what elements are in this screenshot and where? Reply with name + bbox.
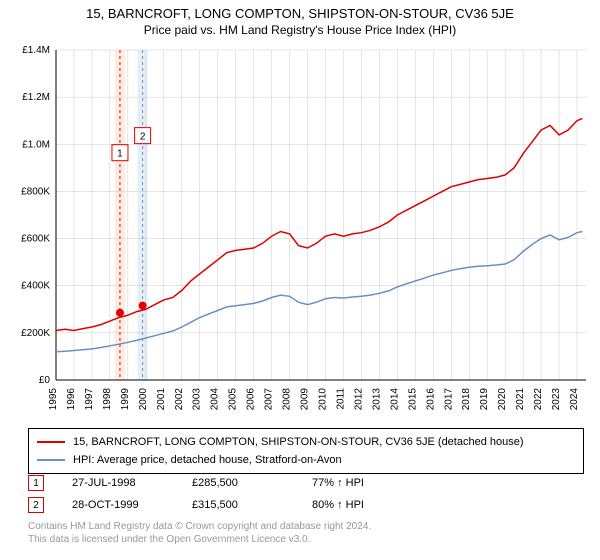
y-tick-label: £600K — [21, 234, 50, 245]
marker-table-row: 1 27-JUL-1998£285,50077% ↑ HPI — [28, 472, 584, 494]
x-tick-label: 1998 — [102, 388, 113, 411]
marker-date: 28-OCT-1999 — [72, 499, 192, 511]
x-tick-label: 2007 — [264, 388, 275, 411]
chart-container: 15, BARNCROFT, LONG COMPTON, SHIPSTON-ON… — [0, 0, 600, 560]
x-tick-label: 2021 — [515, 388, 526, 411]
marker-pct: 77% ↑ HPI — [312, 477, 432, 489]
sale-marker-num: 1 — [117, 149, 123, 160]
x-tick-label: 2006 — [246, 388, 257, 411]
x-tick-label: 2010 — [317, 388, 328, 411]
x-tick-label: 2008 — [282, 388, 293, 411]
x-tick-label: 2015 — [407, 388, 418, 411]
sale-dot — [116, 309, 124, 317]
title-area: 15, BARNCROFT, LONG COMPTON, SHIPSTON-ON… — [0, 0, 600, 37]
y-tick-label: £1.4M — [22, 45, 50, 56]
marker-date: 27-JUL-1998 — [72, 477, 192, 489]
x-tick-label: 2004 — [210, 388, 221, 411]
legend-label: 15, BARNCROFT, LONG COMPTON, SHIPSTON-ON… — [73, 436, 524, 448]
x-tick-label: 2005 — [228, 388, 239, 411]
footer-line1: Contains HM Land Registry data © Crown c… — [28, 520, 584, 533]
x-tick-label: 1999 — [120, 388, 131, 411]
legend-swatch — [37, 459, 65, 461]
legend-swatch — [37, 441, 65, 443]
x-tick-label: 2019 — [479, 388, 490, 411]
x-tick-label: 2020 — [497, 388, 508, 411]
sub-title: Price paid vs. HM Land Registry's House … — [0, 23, 600, 37]
x-tick-label: 1996 — [66, 388, 77, 411]
x-tick-label: 2016 — [425, 388, 436, 411]
chart-svg: £0 £200K £400K £600K £800K £1.0M £1.2M £1.4M 199… — [6, 42, 594, 422]
x-tick-label: 2023 — [551, 388, 562, 411]
x-tick-label: 2002 — [174, 388, 185, 411]
legend-label: HPI: Average price, detached house, Stra… — [73, 454, 342, 466]
footer: Contains HM Land Registry data © Crown c… — [28, 520, 584, 546]
y-tick-label: £1.2M — [22, 92, 50, 103]
legend-row: HPI: Average price, detached house, Stra… — [37, 451, 575, 469]
marker-table: 1 27-JUL-1998£285,50077% ↑ HPI 2 28-OCT-199… — [28, 472, 584, 516]
x-tick-label: 2024 — [569, 388, 580, 411]
x-tick-label: 2018 — [461, 388, 472, 411]
y-tick-label: £0 — [39, 375, 51, 386]
marker-table-row: 2 28-OCT-1999£315,50080% ↑ HPI — [28, 494, 584, 516]
main-title: 15, BARNCROFT, LONG COMPTON, SHIPSTON-ON… — [0, 6, 600, 21]
marker-num-box: 2 — [28, 497, 44, 513]
y-tick-label: £400K — [21, 281, 50, 292]
footer-line2: This data is licensed under the Open Gov… — [28, 533, 584, 546]
marker-price: £315,500 — [192, 499, 312, 511]
marker-num-box: 1 — [28, 475, 44, 491]
legend-row: 15, BARNCROFT, LONG COMPTON, SHIPSTON-ON… — [37, 433, 575, 451]
sale-dot — [139, 302, 147, 310]
legend: 15, BARNCROFT, LONG COMPTON, SHIPSTON-ON… — [28, 428, 584, 474]
y-tick-label: £800K — [21, 186, 50, 197]
x-tick-label: 2013 — [371, 388, 382, 411]
marker-price: £285,500 — [192, 477, 312, 489]
x-tick-label: 1995 — [48, 388, 59, 411]
x-tick-label: 2014 — [389, 388, 400, 411]
sale-marker-num: 2 — [140, 132, 146, 143]
x-tick-label: 2000 — [138, 388, 149, 411]
x-tick-label: 1997 — [84, 388, 95, 411]
x-tick-label: 2012 — [353, 388, 364, 411]
x-tick-label: 2009 — [300, 388, 311, 411]
chart-area: £0 £200K £400K £600K £800K £1.0M £1.2M £1.4M 199… — [6, 42, 594, 422]
x-tick-label: 2017 — [443, 388, 454, 411]
x-tick-label: 2022 — [533, 388, 544, 411]
x-tick-label: 2003 — [192, 388, 203, 411]
marker-pct: 80% ↑ HPI — [312, 499, 432, 511]
y-tick-label: £200K — [21, 328, 50, 339]
x-tick-label: 2001 — [156, 388, 167, 411]
x-tick-label: 2011 — [335, 388, 346, 410]
y-tick-label: £1.0M — [22, 139, 50, 150]
